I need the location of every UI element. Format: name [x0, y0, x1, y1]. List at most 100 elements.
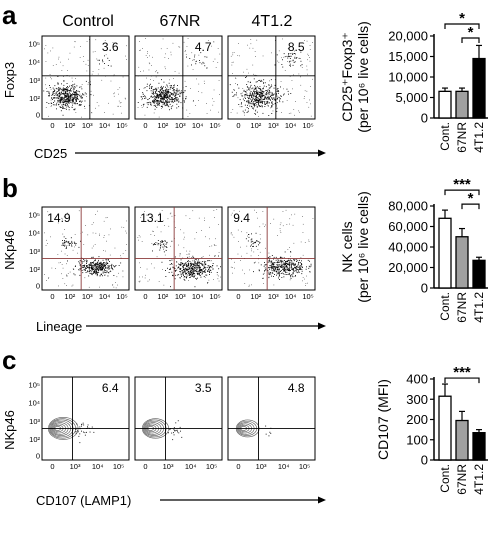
event-dot: [68, 107, 70, 108]
event-dot: [91, 264, 92, 266]
event-dot: [182, 265, 184, 266]
event-dot: [157, 243, 159, 244]
event-dot: [254, 74, 256, 76]
event-dot: [180, 102, 182, 104]
event-dot: [301, 67, 303, 68]
event-dot: [97, 263, 99, 265]
event-dot: [75, 98, 77, 100]
event-dot: [66, 101, 68, 103]
event-dot: [66, 94, 68, 96]
event-dot: [160, 87, 162, 88]
event-dot: [73, 101, 74, 103]
significance-bracket: [461, 203, 480, 210]
event-dot: [267, 95, 269, 97]
event-dot: [62, 96, 63, 98]
event-dot: [215, 238, 216, 240]
event-dot: [84, 432, 86, 434]
event-dot: [276, 91, 278, 92]
event-dot: [58, 96, 60, 98]
event-dot: [230, 112, 232, 113]
x-tick-label: 10³: [268, 121, 279, 130]
event-dot: [70, 90, 72, 92]
event-dot: [71, 77, 73, 79]
event-dot: [297, 269, 299, 271]
event-dot: [287, 264, 288, 265]
event-dot: [165, 97, 167, 99]
event-dot: [194, 262, 196, 264]
bar-category-label: 4T1.2: [472, 464, 486, 495]
event-dot: [198, 265, 200, 266]
event-dot: [244, 273, 245, 275]
event-dot: [152, 101, 154, 103]
event-dot: [75, 243, 77, 244]
event-dot: [164, 254, 166, 256]
event-dot: [90, 90, 92, 92]
event-dot: [189, 58, 191, 59]
event-dot: [210, 266, 211, 267]
event-dot: [162, 103, 164, 105]
event-dot: [193, 276, 195, 278]
event-dot: [207, 270, 209, 271]
event-dot: [259, 99, 261, 101]
event-dot: [165, 100, 166, 102]
event-dot: [255, 102, 257, 104]
event-dot: [185, 86, 187, 87]
event-dot: [243, 90, 245, 92]
event-dot: [259, 100, 260, 102]
event-dot: [185, 215, 187, 217]
bar-y-tick-label: 0: [421, 281, 428, 296]
event-dot: [92, 273, 94, 274]
event-dot: [103, 237, 105, 238]
event-dot: [81, 423, 83, 425]
event-dot: [155, 76, 157, 78]
event-dot: [176, 107, 178, 109]
event-dot: [265, 104, 266, 105]
event-dot: [279, 101, 281, 103]
event-dot: [279, 230, 281, 232]
event-dot: [84, 100, 86, 102]
event-dot: [281, 277, 283, 278]
event-dot: [284, 267, 286, 269]
event-dot: [80, 86, 82, 88]
event-dot: [125, 55, 126, 57]
event-dot: [302, 232, 304, 233]
event-dot: [68, 242, 70, 244]
event-dot: [273, 97, 275, 99]
event-dot: [109, 254, 111, 256]
event-dot: [236, 221, 238, 222]
event-dot: [108, 259, 109, 261]
event-dot: [171, 215, 173, 217]
event-dot: [245, 94, 247, 96]
event-dot: [78, 210, 80, 212]
column-label-4t1-2: 4T1.2: [252, 13, 293, 30]
event-dot: [150, 102, 152, 104]
event-dot: [269, 99, 271, 101]
event-dot: [275, 266, 277, 268]
event-dot: [199, 268, 200, 270]
event-dot: [156, 100, 158, 102]
event-dot: [151, 86, 153, 88]
event-dot: [169, 260, 171, 262]
event-dot: [189, 268, 190, 270]
event-dot: [252, 103, 254, 105]
event-dot: [111, 265, 112, 267]
event-dot: [252, 243, 254, 245]
event-dot: [294, 114, 295, 116]
event-dot: [74, 86, 76, 87]
event-dot: [287, 249, 289, 250]
event-dot: [154, 108, 156, 110]
event-dot: [60, 88, 61, 90]
event-dot: [91, 262, 92, 264]
event-dot: [234, 94, 236, 96]
event-dot: [105, 267, 107, 268]
event-dot: [48, 115, 49, 117]
event-dot: [53, 97, 55, 99]
event-dot: [254, 99, 256, 101]
event-dot: [53, 95, 55, 96]
event-dot: [64, 93, 66, 95]
event-dot: [160, 244, 161, 246]
event-dot: [146, 77, 147, 79]
event-dot: [192, 269, 194, 271]
